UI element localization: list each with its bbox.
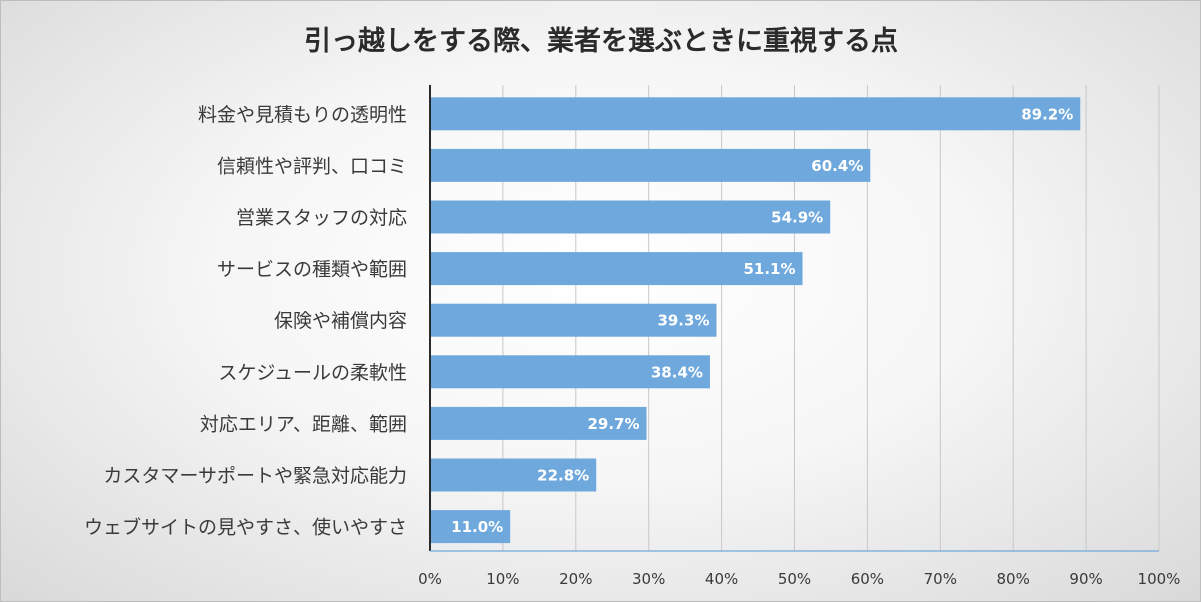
bar bbox=[430, 200, 831, 234]
x-tick-label: 0% bbox=[418, 570, 442, 588]
data-label: 89.2% bbox=[1021, 105, 1073, 123]
data-label: 39.3% bbox=[657, 312, 709, 330]
x-tick-label: 40% bbox=[705, 570, 738, 588]
category-label: 対応エリア、距離、範囲 bbox=[200, 413, 407, 435]
chart-title: 引っ越しをする際、業者を選ぶときに重視する点 bbox=[304, 26, 898, 57]
x-tick-label: 10% bbox=[486, 570, 519, 588]
data-label: 38.4% bbox=[651, 363, 703, 381]
bars bbox=[430, 97, 1081, 544]
category-label: サービスの種類や範囲 bbox=[217, 259, 407, 281]
bar bbox=[430, 303, 717, 337]
x-tick-label: 60% bbox=[851, 570, 884, 588]
data-label: 11.0% bbox=[451, 518, 503, 536]
bar bbox=[430, 510, 511, 544]
bar bbox=[430, 148, 871, 182]
data-label: 60.4% bbox=[811, 157, 863, 175]
bar bbox=[430, 355, 710, 389]
category-label: カスタマーサポートや緊急対応能力 bbox=[103, 465, 407, 487]
x-tick-label: 70% bbox=[924, 570, 957, 588]
bar bbox=[430, 97, 1081, 131]
x-tick-label: 30% bbox=[632, 570, 665, 588]
x-tick-label: 50% bbox=[778, 570, 811, 588]
x-tick-label: 100% bbox=[1138, 570, 1181, 588]
bar bbox=[430, 406, 647, 440]
data-labels: 89.2% 60.4% 54.9% 51.1% 39.3% 38.4% 29.7% 22.8%… bbox=[451, 105, 1073, 536]
data-label: 54.9% bbox=[771, 209, 823, 227]
category-label: 保険や補償内容 bbox=[274, 310, 407, 332]
category-label: スケジュールの柔軟性 bbox=[218, 362, 407, 384]
data-label: 29.7% bbox=[587, 415, 639, 433]
category-labels: 料金や見積もりの透明性信頼性や評判、口コミ営業スタッフの対応サービスの種類や範囲… bbox=[84, 104, 407, 539]
bar bbox=[430, 252, 803, 286]
data-label: 22.8% bbox=[537, 467, 589, 485]
category-label: 料金や見積もりの透明性 bbox=[198, 104, 407, 126]
category-label: ウェブサイトの見やすさ、使いやすさ bbox=[84, 516, 407, 539]
x-axis-tick-labels: 0% 10% 20% 30% 40% 50% 60% 70% 80% 90% 100% bbox=[418, 570, 1180, 588]
category-label: 信頼性や評判、口コミ bbox=[217, 155, 407, 177]
category-label: 営業スタッフの対応 bbox=[236, 207, 407, 229]
bar bbox=[430, 458, 597, 492]
x-tick-label: 20% bbox=[559, 570, 592, 588]
data-label: 51.1% bbox=[743, 260, 795, 278]
x-tick-label: 80% bbox=[997, 570, 1030, 588]
x-tick-label: 90% bbox=[1069, 570, 1102, 588]
